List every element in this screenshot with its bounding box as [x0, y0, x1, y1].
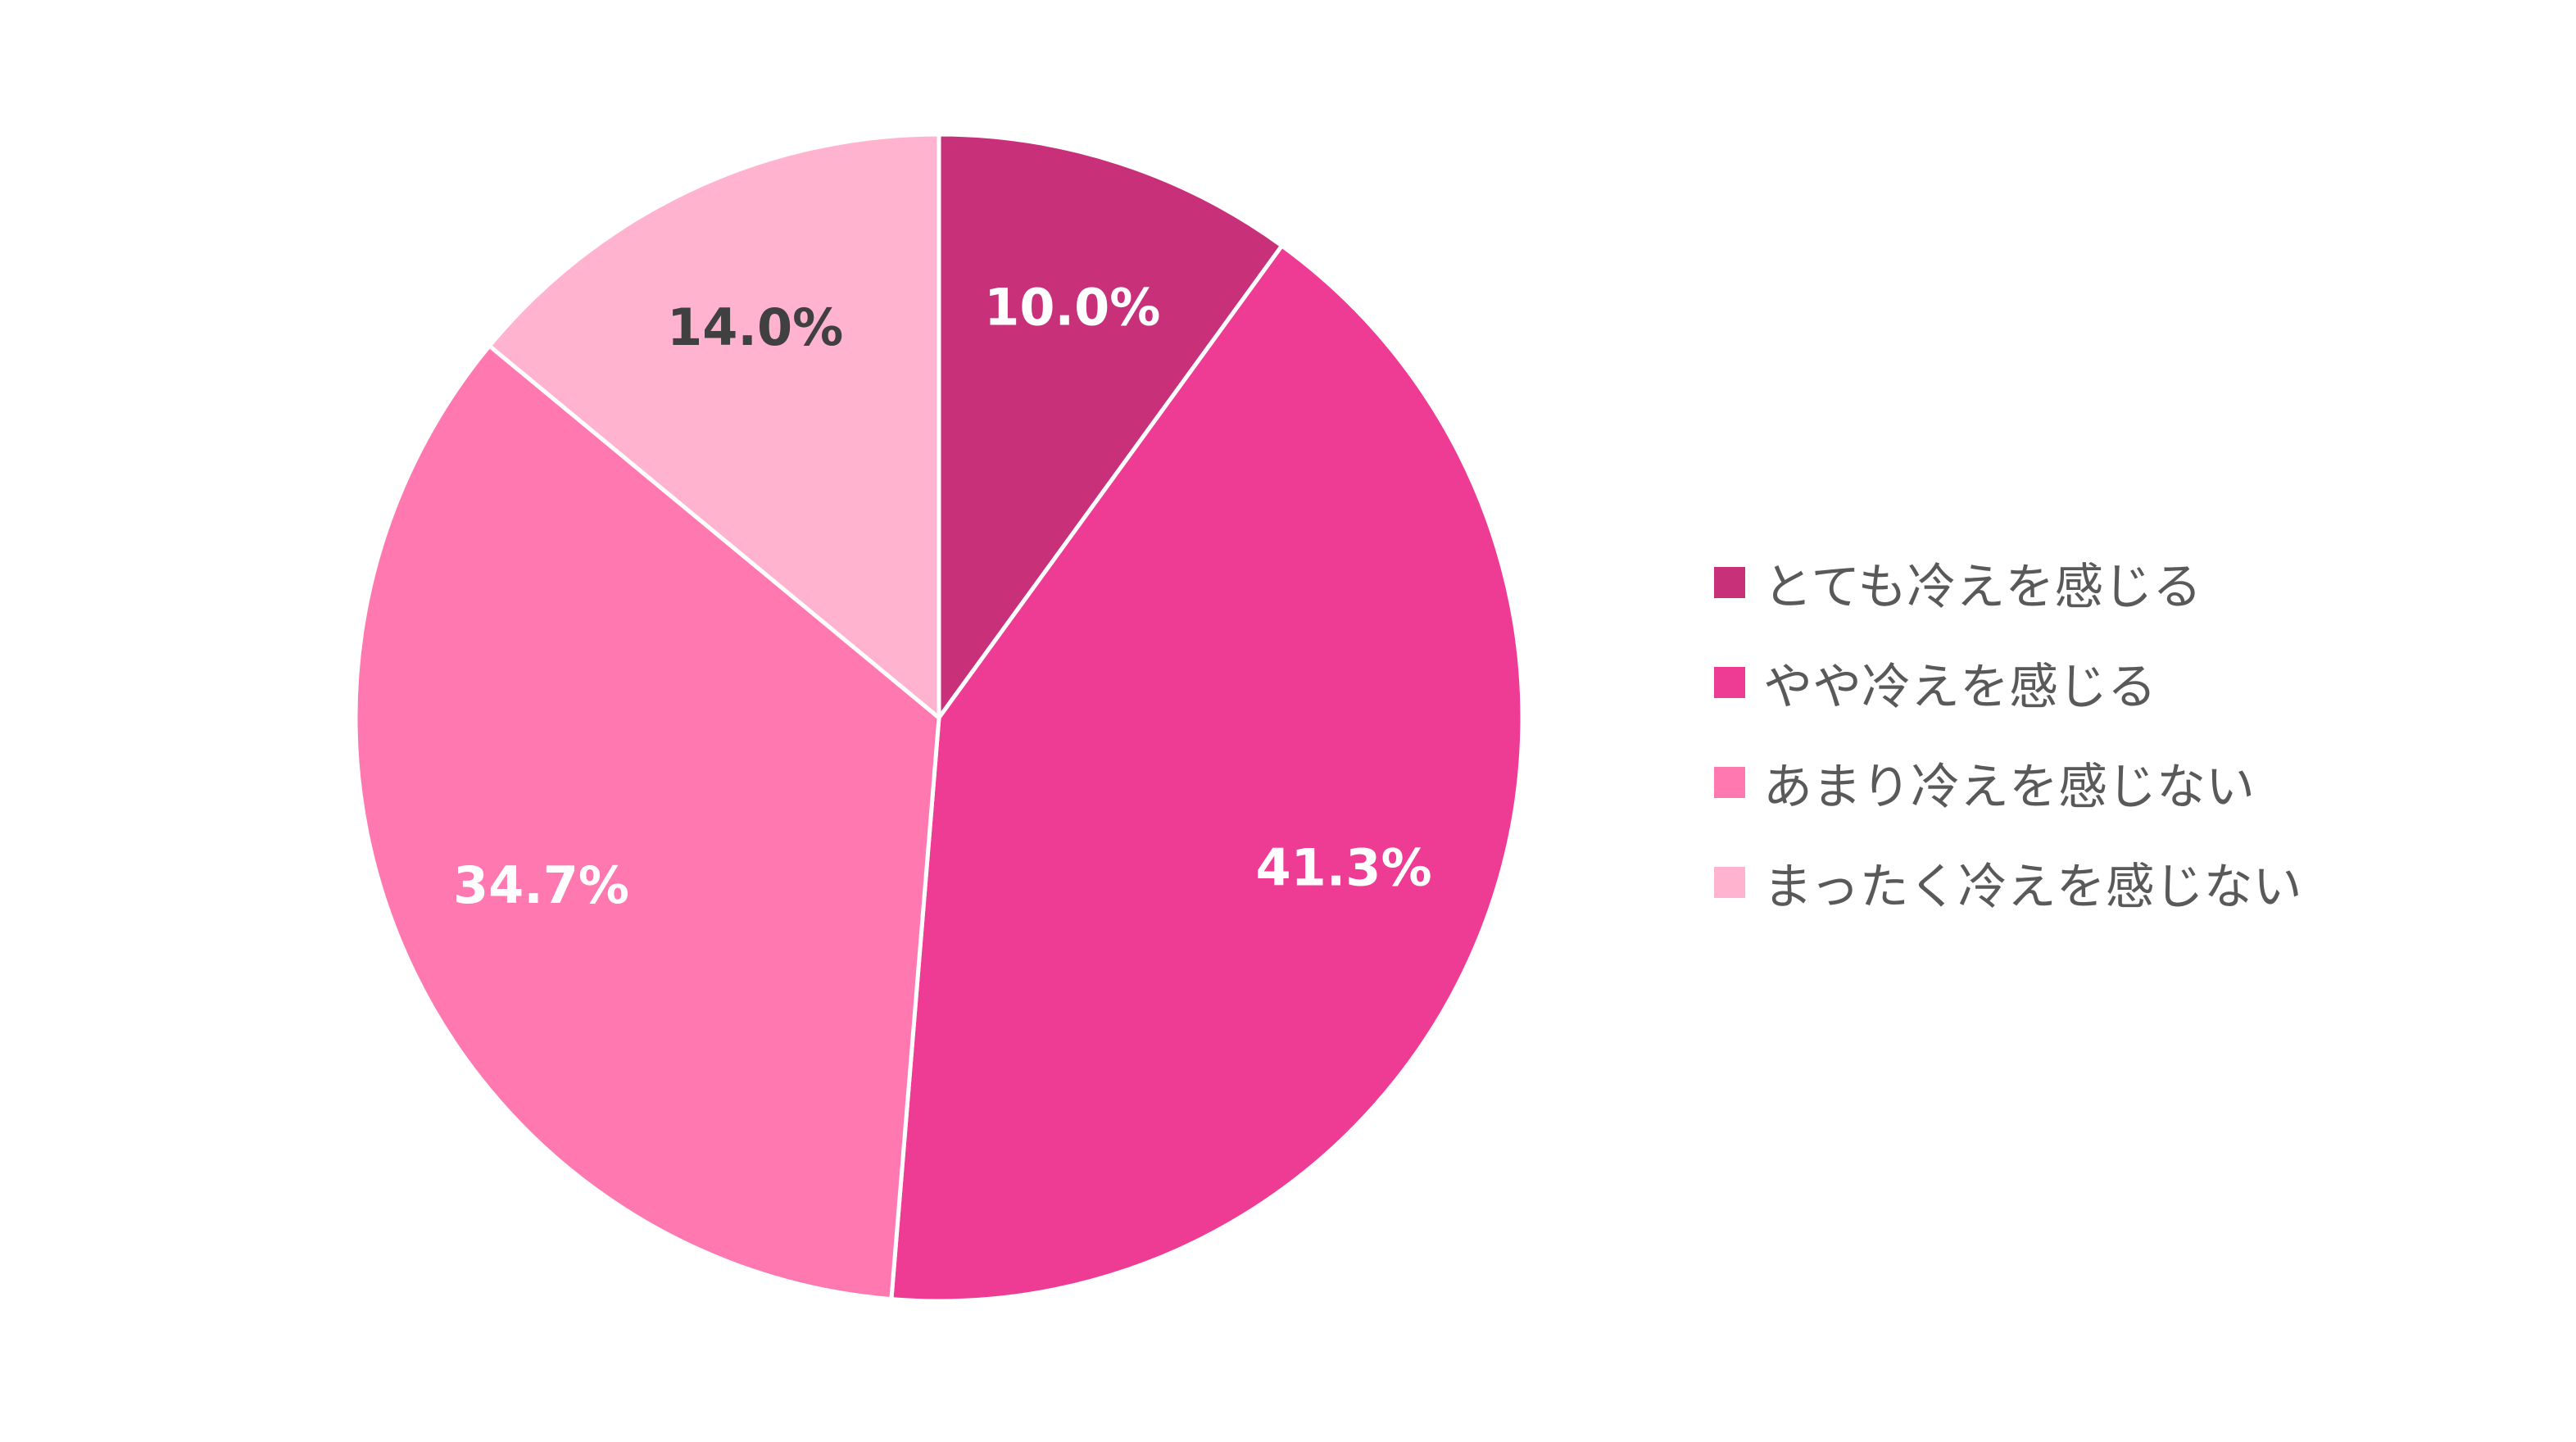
legend-swatch	[1714, 667, 1745, 698]
slice-data-label: 14.0%	[667, 297, 843, 357]
legend-item: とても冷えを感じる	[1714, 533, 2533, 633]
pie-slice	[937, 132, 1284, 720]
slice-data-label: 34.7%	[453, 855, 629, 915]
pie-slice	[487, 132, 941, 720]
legend-label: とても冷えを感じる	[1763, 558, 2202, 616]
slice-data-label: 41.3%	[1255, 838, 1431, 898]
legend-label: あまり冷えを感じない	[1763, 758, 2255, 816]
pie-slice	[353, 343, 941, 1302]
legend-item: やや冷えを感じる	[1714, 633, 2533, 732]
legend-item: まったく冷えを感じない	[1714, 832, 2533, 932]
legend-label: まったく冷えを感じない	[1763, 858, 2302, 916]
legend: とても冷えを感じる やや冷えを感じる あまり冷えを感じない まったく冷えを感じな…	[1714, 533, 2533, 932]
legend-swatch	[1714, 867, 1745, 898]
legend-item: あまり冷えを感じない	[1714, 732, 2533, 832]
legend-swatch	[1714, 767, 1745, 798]
legend-label: やや冷えを感じる	[1763, 658, 2156, 716]
legend-swatch	[1714, 567, 1745, 598]
slice-data-label: 10.0%	[984, 277, 1160, 337]
pie-slice	[889, 243, 1525, 1304]
